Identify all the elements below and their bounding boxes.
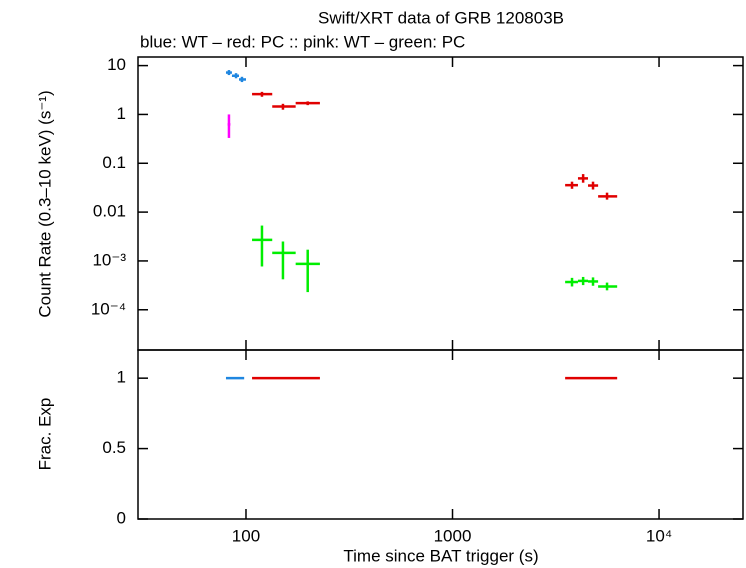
plot-frame (137, 56, 744, 351)
chart-title: Swift/XRT data of GRB 120803B (318, 8, 564, 27)
y-tick-label: 10⁻³ (92, 250, 126, 269)
y-tick-label: 0 (117, 508, 126, 527)
y-tick-label: 0.01 (93, 202, 126, 221)
y-tick-label: 1 (117, 104, 126, 123)
x-axis-label: Time since BAT trigger (s) (343, 546, 538, 565)
y-axis-label: Frac. Exp (35, 398, 54, 471)
x-tick-label: 10⁴ (646, 526, 672, 545)
y-tick-label: 1 (117, 368, 126, 387)
y-tick-label: 10 (107, 55, 126, 74)
x-tick-label: 100 (232, 526, 260, 545)
y-axis-label: Count Rate (0.3–10 keV) (s⁻¹) (35, 90, 54, 317)
y-tick-label: 0.5 (102, 438, 126, 457)
y-tick-label: 0.1 (102, 153, 126, 172)
chart-subtitle: blue: WT – red: PC :: pink: WT – green: … (140, 32, 465, 51)
x-tick-label: 1000 (434, 526, 472, 545)
y-tick-label: 10⁻⁴ (91, 299, 126, 318)
plot-frame (137, 349, 744, 520)
